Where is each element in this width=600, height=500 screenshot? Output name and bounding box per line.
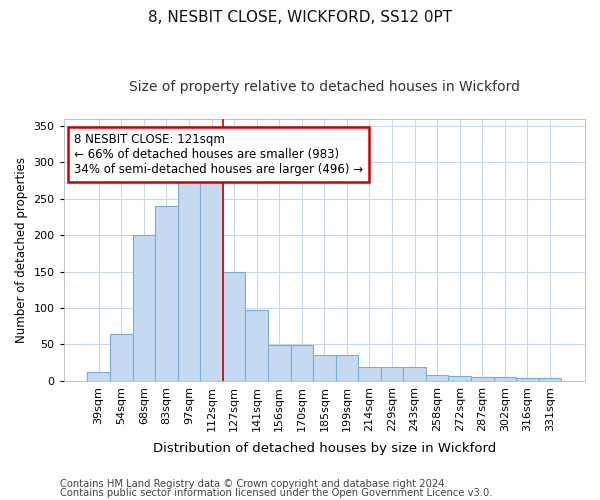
Bar	[268, 345, 290, 381]
Y-axis label: Number of detached properties: Number of detached properties	[15, 157, 28, 343]
Bar	[223, 272, 245, 381]
Bar	[448, 376, 471, 381]
Bar	[133, 236, 155, 381]
Bar	[494, 378, 516, 381]
Bar	[471, 378, 494, 381]
Bar	[290, 345, 313, 381]
Bar	[200, 170, 223, 381]
Bar	[313, 356, 335, 381]
Bar	[178, 178, 200, 381]
Text: 8, NESBIT CLOSE, WICKFORD, SS12 0PT: 8, NESBIT CLOSE, WICKFORD, SS12 0PT	[148, 10, 452, 25]
Bar	[335, 356, 358, 381]
Text: Contains HM Land Registry data © Crown copyright and database right 2024.: Contains HM Land Registry data © Crown c…	[60, 479, 448, 489]
Bar	[88, 372, 110, 381]
Bar	[381, 367, 403, 381]
Text: Contains public sector information licensed under the Open Government Licence v3: Contains public sector information licen…	[60, 488, 493, 498]
Bar	[155, 206, 178, 381]
Bar	[358, 367, 381, 381]
Text: 8 NESBIT CLOSE: 121sqm
← 66% of detached houses are smaller (983)
34% of semi-de: 8 NESBIT CLOSE: 121sqm ← 66% of detached…	[74, 133, 363, 176]
Bar	[245, 310, 268, 381]
Bar	[403, 367, 426, 381]
Title: Size of property relative to detached houses in Wickford: Size of property relative to detached ho…	[129, 80, 520, 94]
Bar	[516, 378, 539, 381]
Bar	[110, 334, 133, 381]
Bar	[539, 378, 562, 381]
X-axis label: Distribution of detached houses by size in Wickford: Distribution of detached houses by size …	[153, 442, 496, 455]
Bar	[426, 375, 448, 381]
